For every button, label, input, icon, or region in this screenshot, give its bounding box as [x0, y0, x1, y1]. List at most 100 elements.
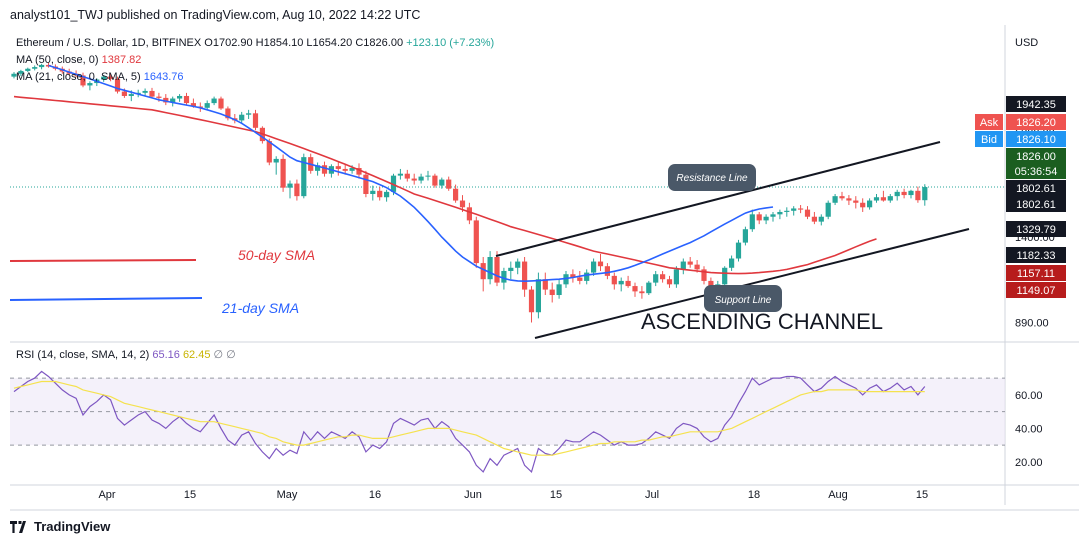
- candle-body: [901, 191, 907, 196]
- ma21-line: [48, 64, 774, 283]
- candle-body: [349, 168, 355, 171]
- candle-body: [577, 277, 583, 281]
- time-tick: Aug: [828, 489, 848, 501]
- candle-body: [818, 216, 824, 222]
- price-labels: 1942.35 Ask 1826.20 Bid 1826.10 1826.00 05:36:…: [975, 96, 1066, 298]
- price-label-value: 1157.11: [1017, 268, 1055, 280]
- candle-body: [266, 141, 272, 163]
- price-label-box: [1006, 282, 1066, 298]
- candle-body: [487, 257, 493, 280]
- candle-body: [411, 178, 417, 181]
- candle-body: [804, 209, 811, 217]
- candle-body: [25, 68, 31, 71]
- candle-body: [791, 208, 797, 211]
- rsi-line: [13, 370, 926, 474]
- candle-body: [777, 211, 783, 215]
- candle-body: [183, 95, 190, 104]
- candle-body: [687, 261, 693, 265]
- candle-body: [522, 261, 528, 290]
- candle-body: [556, 284, 562, 296]
- resistance-line: [495, 141, 941, 257]
- candle-body: [321, 165, 328, 174]
- price-label-value: 1826.00: [1016, 151, 1056, 163]
- ma50-annotation: 50-day SMA: [238, 247, 315, 263]
- resistance-label: Resistance Line: [676, 173, 748, 184]
- candle-body: [190, 103, 196, 107]
- price-label-value: 05:36:54: [1015, 166, 1058, 178]
- channel-label: ASCENDING CHANNEL: [641, 309, 883, 334]
- candle-body: [653, 274, 659, 283]
- candle-body: [646, 282, 652, 294]
- candle-body: [639, 291, 645, 294]
- candle-body: [632, 286, 638, 292]
- candle-body: [549, 289, 555, 296]
- ma50-line: [13, 95, 877, 275]
- candle-body: [473, 220, 479, 264]
- candle-body: [784, 210, 790, 212]
- price-label-value: 1329.79: [1016, 224, 1056, 236]
- candle-body: [528, 289, 535, 313]
- candle-body: [363, 174, 369, 194]
- candle-body: [880, 197, 886, 201]
- candle-body: [763, 216, 769, 221]
- candle-body: [742, 229, 748, 243]
- candle-body: [832, 196, 838, 203]
- candle-body: [708, 280, 714, 287]
- price-label-name: Bid: [981, 134, 997, 146]
- price-label-tag: [975, 131, 1003, 147]
- candle-body: [611, 275, 617, 285]
- candle-body: [453, 188, 459, 201]
- candle-body: [425, 175, 431, 177]
- candle-body: [694, 264, 700, 270]
- candle-body: [294, 183, 300, 197]
- candle-body: [811, 216, 817, 222]
- price-label-box: [1006, 221, 1066, 237]
- candle-body: [32, 67, 38, 69]
- rsi-tick: 60.00: [1015, 390, 1043, 402]
- candle-body: [177, 95, 183, 99]
- candle-body: [163, 97, 169, 103]
- candle-body: [915, 190, 921, 201]
- tradingview-logo-icon: [10, 520, 28, 533]
- resistance-callout: [668, 164, 756, 191]
- candle-body: [80, 75, 86, 86]
- price-label-box: [1006, 180, 1066, 196]
- candle-body: [39, 64, 45, 68]
- candle-body: [377, 190, 383, 198]
- candle-body: [446, 179, 452, 189]
- candle-body: [128, 94, 134, 96]
- candle-body: [618, 280, 624, 285]
- candle-body: [770, 214, 776, 217]
- candle-body: [570, 274, 576, 278]
- currency-label: USD: [1015, 37, 1038, 49]
- candle-body: [142, 90, 148, 93]
- candle-body: [666, 279, 673, 285]
- time-tick: Apr: [98, 489, 115, 501]
- ma50-legend-line: [9, 259, 197, 262]
- candle-body: [384, 191, 390, 198]
- legend-ma21: MA (21, close, 0, SMA, 5) 1643.76: [16, 71, 184, 83]
- candle-body: [894, 191, 900, 197]
- ma21-annotation: 21-day SMA: [221, 300, 299, 316]
- legend: Ethereum / U.S. Dollar, 1D, BITFINEX O17…: [16, 37, 494, 361]
- candle-body: [673, 269, 679, 285]
- candle-body: [87, 83, 93, 86]
- candle-body: [798, 208, 804, 210]
- candle-body: [149, 90, 155, 97]
- moving-averages: [13, 64, 877, 283]
- candle-body: [287, 183, 293, 188]
- candle-body: [108, 76, 114, 79]
- rsi-tick: 40.00: [1015, 423, 1043, 435]
- candle-body: [404, 173, 410, 179]
- candle-body: [494, 257, 500, 283]
- candle-body: [867, 200, 873, 208]
- rsi-tick: 20.00: [1015, 457, 1043, 469]
- legend-rsi: RSI (14, close, SMA, 14, 2) 65.16 62.45 …: [16, 349, 236, 361]
- candle-body: [542, 279, 548, 290]
- footer[interactable]: TradingView: [10, 519, 110, 534]
- candle-body: [680, 261, 686, 270]
- candle-body: [246, 113, 252, 115]
- candle-body: [101, 76, 107, 80]
- candle-body: [501, 270, 507, 283]
